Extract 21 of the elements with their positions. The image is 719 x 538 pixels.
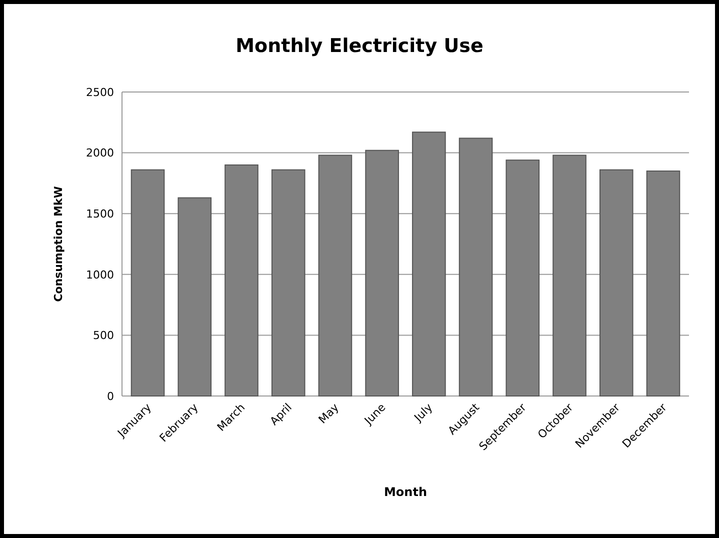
bar [646,170,680,396]
bar [412,132,446,396]
bar [271,169,306,396]
bar [130,169,165,396]
x-axis-title: Month [384,485,428,499]
bar [318,154,352,396]
bar [458,138,493,396]
y-tick-label: 2500 [86,86,114,99]
bar [552,154,586,396]
y-axis-title: Consumption MkW [52,186,65,302]
bar [599,169,634,396]
bar [178,197,212,396]
chart-title: Monthly Electricity Use [236,35,484,57]
bar [224,164,258,396]
y-tick-label: 2000 [86,146,114,160]
y-tick-label: 0 [107,390,114,403]
bar [506,160,540,396]
y-tick-label: 500 [93,329,114,342]
y-tick-label: 1500 [86,207,114,220]
bar [365,150,399,396]
y-tick-label: 1000 [86,268,114,282]
